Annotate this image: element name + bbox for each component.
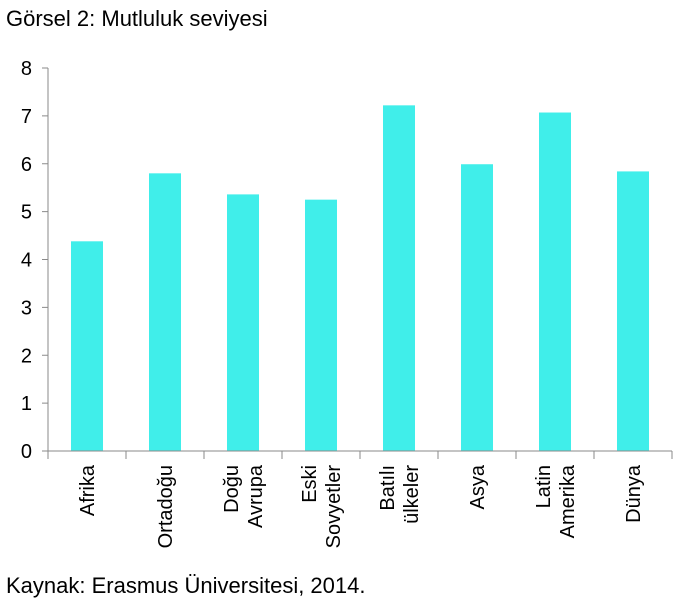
x-tick-label: Asya (467, 464, 489, 509)
bar (617, 171, 649, 451)
y-tick-label: 7 (21, 106, 32, 128)
bar (71, 241, 103, 451)
y-tick-label: 1 (21, 393, 32, 415)
bar (305, 199, 337, 451)
bar (383, 105, 415, 451)
y-tick-label: 4 (21, 250, 32, 272)
bar (539, 112, 571, 452)
bar (227, 194, 259, 451)
bar (149, 173, 181, 451)
x-tick-label: Avrupa (245, 464, 267, 528)
y-tick-label: 5 (21, 202, 32, 224)
x-tick-label: Amerika (557, 464, 579, 538)
bars (71, 105, 649, 452)
x-tick-label: Sovyetler (323, 465, 345, 549)
x-tick-label: Ortadoğu (155, 465, 177, 548)
x-tick-label: Batılı (377, 465, 399, 511)
chart-title: Görsel 2: Mutluluk seviyesi (6, 6, 268, 31)
y-tick-label: 0 (21, 441, 32, 463)
bar (461, 164, 493, 451)
y-tick-label: 6 (21, 154, 32, 176)
y-tick-label: 2 (21, 345, 32, 367)
x-tick-label: Doğu (221, 465, 243, 513)
x-tick-label: Dünya (623, 464, 645, 523)
x-tick-label: Afrika (77, 464, 99, 516)
source-note: Kaynak: Erasmus Üniversitesi, 2014. (6, 573, 366, 598)
y-tick-label: 8 (21, 58, 32, 80)
x-tick-label: ülkeler (401, 465, 423, 524)
y-tick-label: 3 (21, 297, 32, 319)
y-axis: 0 1 2 3 4 5 6 7 8 (21, 58, 49, 463)
x-tick-label: Eski (299, 465, 321, 503)
x-tick-label: Latin (533, 465, 555, 508)
x-axis: Afrika Ortadoğu Doğu Avrupa Eski Sovyetler Bat… (47, 450, 673, 549)
